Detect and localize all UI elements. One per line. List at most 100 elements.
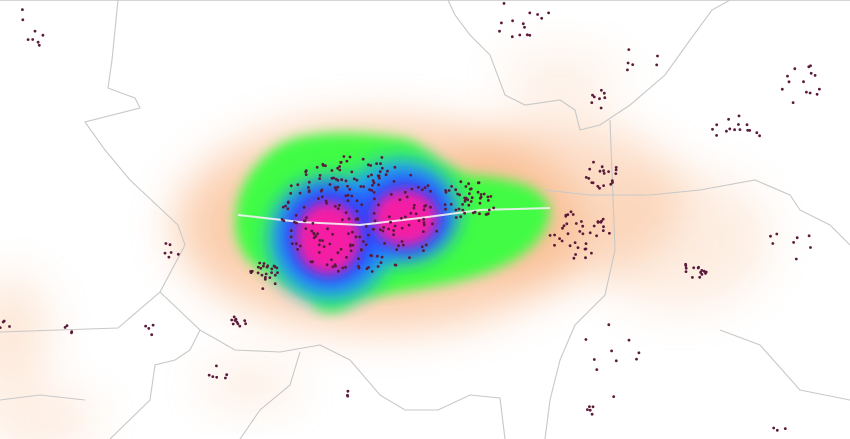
point-marker [379,162,382,166]
point-marker [168,243,172,247]
point-markers [0,2,821,432]
point-marker [377,174,381,178]
point-marker [370,254,373,258]
point-marker [167,255,171,259]
point-marker [328,183,332,186]
point-marker [588,405,591,408]
point-marker [336,185,340,189]
point-marker [296,183,300,187]
point-marker [422,249,425,253]
point-marker [691,276,694,279]
point-marker [270,271,273,274]
point-marker [449,202,453,206]
point-marker [304,170,308,174]
point-marker [317,251,321,254]
point-marker [786,74,789,78]
point-marker [346,389,350,393]
point-marker [614,168,618,172]
point-marker [698,275,702,279]
point-marker [289,184,293,188]
point-marker [737,114,741,118]
point-marker [211,375,215,378]
point-marker [809,246,812,249]
point-marker [258,261,262,265]
point-marker [367,163,370,167]
point-marker [461,208,465,212]
point-marker [322,245,326,249]
point-marker [482,192,486,196]
point-marker [256,271,260,275]
point-marker [320,195,324,199]
point-marker [599,220,603,224]
point-marker [457,207,461,211]
point-marker [264,276,267,279]
point-marker [393,224,397,228]
point-marker [386,169,389,173]
point-marker [407,223,411,227]
point-marker [273,273,277,277]
point-marker [568,244,572,248]
point-marker [470,196,474,200]
point-marker [700,273,704,276]
point-marker [431,222,434,226]
point-marker [311,260,314,264]
point-marker [21,8,24,12]
point-marker [70,330,74,334]
point-marker [336,178,340,182]
point-marker [296,248,299,251]
point-marker [289,192,293,195]
point-marker [715,134,718,137]
point-marker [321,162,325,166]
point-marker [264,272,268,276]
point-marker [787,80,791,84]
point-marker [459,180,463,184]
point-marker [310,229,314,233]
point-marker [478,212,481,216]
point-marker [399,216,403,220]
point-marker [614,166,618,169]
point-marker [342,155,346,158]
point-marker [376,265,380,268]
point-marker [362,240,365,243]
point-marker [340,178,344,182]
point-marker [553,233,556,237]
point-marker [317,197,320,201]
point-marker [284,204,287,208]
point-marker [382,226,386,229]
point-marker [360,203,364,207]
point-marker [234,317,238,321]
point-marker [569,210,573,214]
point-marker [558,237,561,241]
point-marker [215,364,218,368]
point-marker [312,236,316,240]
point-marker [388,215,391,219]
point-marker [349,243,352,247]
point-marker [380,166,384,170]
point-marker [273,282,277,286]
point-marker [318,239,322,242]
point-marker [607,170,610,174]
point-marker [600,88,603,92]
point-marker [807,234,811,238]
point-marker [581,232,585,236]
point-marker [164,242,168,245]
point-marker [566,213,570,217]
point-marker [318,174,322,177]
point-marker [574,222,578,225]
point-marker [377,176,381,180]
point-marker [371,183,374,187]
point-marker [345,255,348,259]
point-marker [31,38,35,41]
point-marker [331,265,335,269]
point-marker [692,266,696,270]
point-marker [373,219,377,223]
point-marker [487,208,491,212]
point-marker [584,242,588,246]
point-marker [586,408,589,411]
point-marker [358,235,362,239]
point-marker [429,205,432,209]
point-marker [8,325,11,328]
point-marker [655,63,659,67]
